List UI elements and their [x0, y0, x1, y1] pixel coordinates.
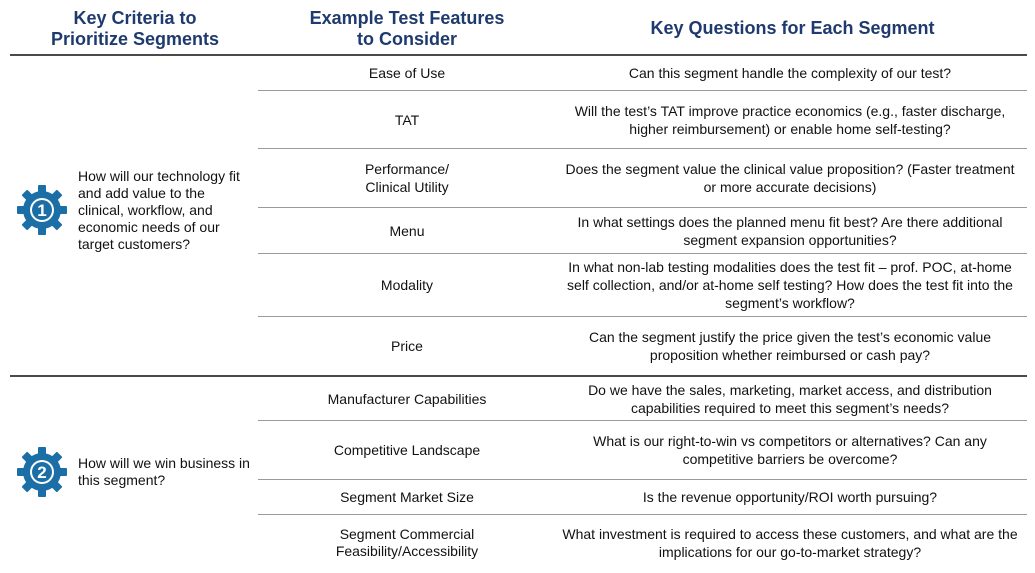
criterion-1-text: How will our technology fit and add valu… — [78, 167, 240, 252]
header-key-questions-text: Key Questions for Each Segment — [650, 18, 935, 38]
section-divider — [10, 375, 1027, 377]
question-cell: Can this segment handle the complexity o… — [628, 65, 952, 81]
header-key-criteria-text: Key Criteria to Prioritize Segments — [50, 8, 220, 49]
row-divider — [258, 316, 1027, 317]
header-test-features: Example Test Features to Consider — [270, 8, 544, 50]
header-test-features-text: Example Test Features to Consider — [309, 8, 505, 49]
question-cell: Will the test’s TAT improve practice eco… — [574, 102, 1006, 137]
feature-cell: Price — [391, 338, 423, 354]
criterion-2: 2 How will we win business in this segme… — [0, 444, 258, 500]
criterion-2-text: How will we win business in this segment… — [78, 455, 250, 488]
question-cell: In what settings does the planned menu f… — [577, 213, 1003, 248]
header-key-criteria: Key Criteria to Prioritize Segments — [0, 8, 270, 50]
row-divider — [258, 148, 1027, 149]
header-key-questions: Key Questions for Each Segment — [560, 18, 1025, 39]
question-cell: Do we have the sales, marketing, market … — [588, 381, 992, 416]
question-cell: What is our right-to-win vs competitors … — [593, 433, 987, 467]
row-divider — [258, 420, 1027, 421]
row-divider — [258, 479, 1027, 480]
feature-cell: TAT — [394, 111, 420, 128]
row-divider — [258, 207, 1027, 208]
question-cell: Can the segment justify the price given … — [588, 329, 992, 363]
feature-cell: Performance/ Clinical Utility — [364, 161, 450, 195]
question-cell: Does the segment value the clinical valu… — [565, 161, 1015, 195]
question-cell: In what non-lab testing modalities does … — [567, 259, 1013, 311]
criterion-1-number: 1 — [37, 201, 46, 220]
question-cell: Is the revenue opportunity/ROI worth pur… — [642, 489, 938, 505]
feature-cell: Menu — [389, 222, 425, 239]
gear-icon: 1 — [17, 185, 67, 235]
feature-cell: Competitive Landscape — [333, 442, 481, 458]
feature-cell: Modality — [380, 277, 434, 293]
criterion-1: 1 How will our technology fit and add va… — [0, 160, 258, 260]
row-divider — [258, 514, 1027, 515]
feature-cell: Segment Commercial Feasibility/Accessibi… — [335, 526, 479, 559]
row-divider — [258, 253, 1027, 254]
criterion-2-number: 2 — [37, 463, 46, 482]
feature-cell: Ease of Use — [368, 65, 446, 81]
gear-icon: 2 — [17, 447, 67, 497]
feature-cell: Manufacturer Capabilities — [327, 390, 487, 407]
question-cell: What investment is required to access th… — [562, 526, 1018, 560]
header-divider — [10, 54, 1027, 56]
row-divider — [258, 90, 1027, 91]
feature-cell: Segment Market Size — [340, 489, 474, 505]
